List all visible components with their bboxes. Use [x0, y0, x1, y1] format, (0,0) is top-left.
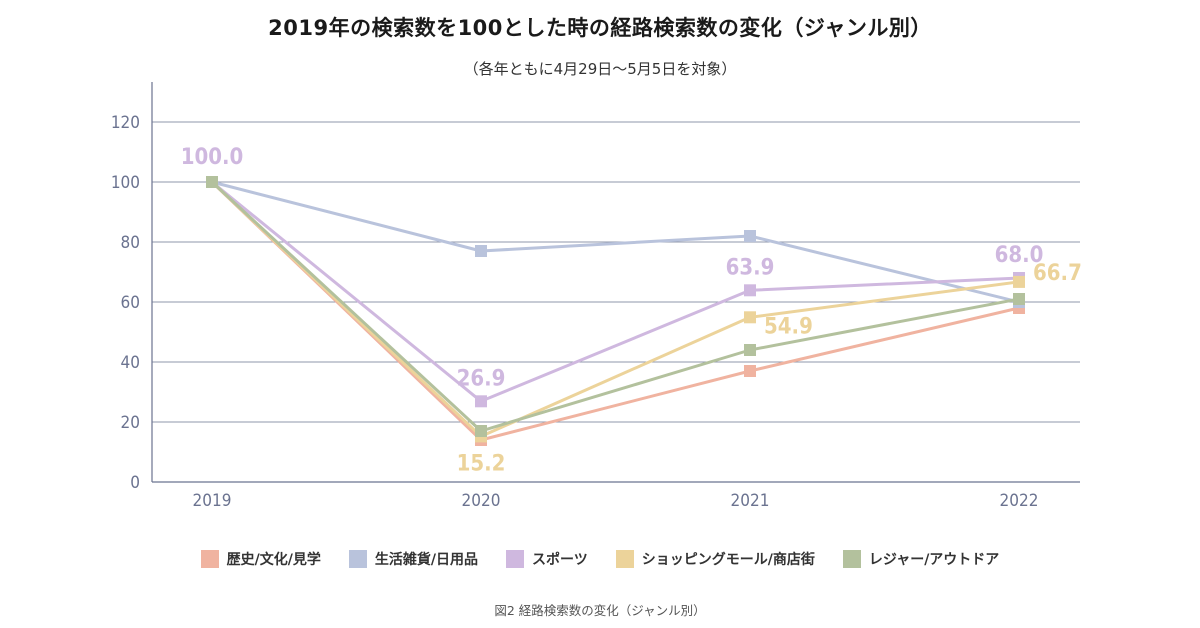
- data-label: 66.7: [1033, 261, 1082, 286]
- series-line: [210, 180, 1020, 442]
- data-point: [744, 311, 756, 324]
- data-point: [744, 344, 756, 356]
- series-line: [211, 180, 1020, 403]
- data-point: [1013, 293, 1025, 305]
- data-label: 54.9: [764, 314, 813, 339]
- chart-subtitle: （各年ともに4月29日〜5月5日を対象）: [463, 60, 737, 78]
- data-point: [475, 245, 487, 257]
- y-tick-labels: 0 20 40 60 80 100 120: [111, 113, 140, 493]
- legend-label: レジャー/アウトドア: [868, 552, 1000, 568]
- series-line: [211, 180, 1020, 304]
- figure-caption: 図2 経路検索数の変化（ジャンル別）: [494, 603, 706, 618]
- y-tick-label: 120: [111, 113, 140, 133]
- chart-title: 2019年の検索数を100とした時の経路検索数の変化（ジャンル別）: [268, 16, 932, 40]
- legend-swatch: [200, 550, 219, 568]
- series-line: [210, 180, 1020, 433]
- y-tick-label: 100: [111, 173, 140, 193]
- series-lines: [210, 180, 1020, 442]
- data-point: [744, 230, 756, 242]
- x-tick-label: 2019: [193, 491, 232, 511]
- data-point: [1013, 275, 1025, 288]
- axes: [151, 82, 1080, 483]
- data-point: [744, 365, 756, 377]
- legend-swatch: [348, 550, 367, 568]
- data-point: [475, 395, 487, 408]
- data-point: [475, 425, 487, 437]
- data-point: [206, 176, 218, 188]
- legend-label: 歴史/文化/見学: [226, 552, 321, 568]
- legend-swatch: [842, 550, 861, 568]
- y-tick-label: 40: [121, 353, 140, 373]
- data-point: [744, 284, 756, 297]
- legend-item: スポーツ: [506, 549, 588, 569]
- x-tick-label: 2020: [462, 491, 501, 511]
- y-tick-label: 60: [121, 293, 140, 313]
- data-labels: 100.0 26.9 63.9 68.0 15.2 54.9 66.7: [181, 145, 1082, 476]
- data-label: 63.9: [726, 255, 775, 280]
- x-tick-labels: 2019 2020 2021 2022: [193, 491, 1039, 511]
- legend: 歴史/文化/見学 生活雑貨/日用品 スポーツ ショッピングモール/商店街 レジャー/アウ…: [0, 549, 1200, 569]
- legend-label: 生活雑貨/日用品: [374, 552, 479, 568]
- grid-lines: [152, 121, 1080, 423]
- legend-swatch: [506, 550, 525, 568]
- data-label: 15.2: [457, 451, 506, 476]
- data-label: 26.9: [457, 366, 506, 391]
- x-tick-label: 2021: [731, 491, 770, 511]
- data-label: 68.0: [995, 243, 1044, 268]
- line-chart: 0 20 40 60 80 100 120 2019 2020 2021 2022 100.0 26…: [111, 82, 1082, 511]
- x-tick-label: 2022: [1000, 491, 1039, 511]
- legend-label: スポーツ: [532, 552, 588, 568]
- y-tick-label: 20: [121, 413, 140, 433]
- series-line: [210, 180, 1020, 438]
- legend-label: ショッピングモール/商店街: [641, 552, 815, 568]
- legend-item: レジャー/アウトドア: [842, 549, 1000, 569]
- legend-item: 生活雑貨/日用品: [348, 549, 479, 569]
- y-tick-label: 0: [130, 473, 140, 493]
- legend-item: 歴史/文化/見学: [200, 549, 321, 569]
- legend-item: ショッピングモール/商店街: [615, 549, 815, 569]
- y-tick-label: 80: [121, 233, 140, 253]
- data-label: 100.0: [181, 145, 244, 170]
- legend-swatch: [615, 550, 634, 568]
- series-markers: [206, 176, 1025, 446]
